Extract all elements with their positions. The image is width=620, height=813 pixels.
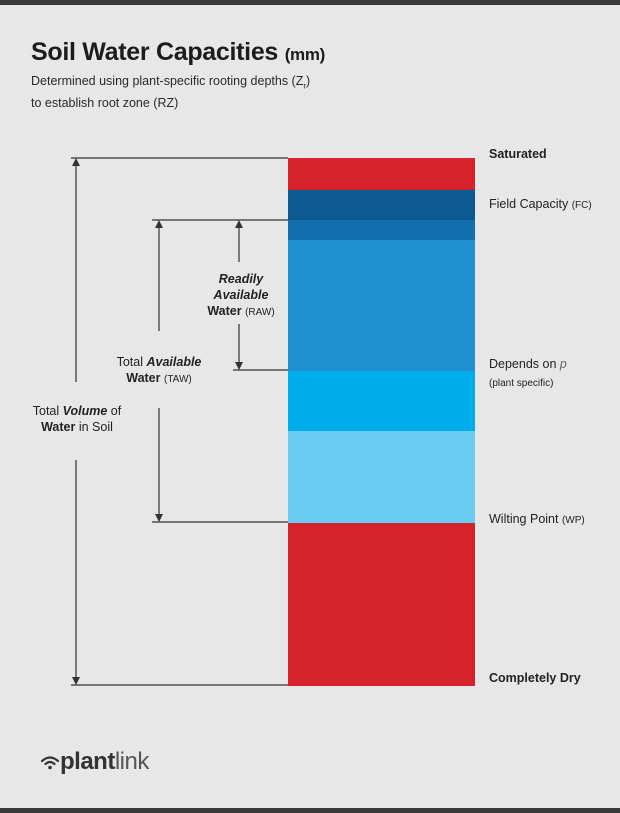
- subtitle-line2: to establish root zone (RZ): [31, 95, 179, 110]
- band-upper-water: [288, 220, 475, 240]
- band-near-wilting: [288, 431, 475, 523]
- band-field-capacity: [288, 190, 475, 220]
- taw-bottom-arrow-icon: [155, 514, 163, 522]
- band-saturated: [288, 158, 475, 190]
- subtitle-line1: Determined using plant-specific rooting …: [31, 74, 304, 88]
- total-volume-top-arrow-icon: [72, 158, 80, 166]
- band-readily-available: [288, 240, 475, 371]
- raw-label: Readily Available Water (RAW): [196, 271, 286, 321]
- label-completely-dry: Completely Dry: [489, 671, 581, 685]
- title-unit: (mm): [284, 45, 326, 64]
- title-main: Soil Water Capacities: [31, 38, 279, 66]
- total-volume-bottom-arrow-icon: [72, 677, 80, 685]
- top-border: [0, 0, 620, 5]
- taw-top-arrow-icon: [155, 220, 163, 228]
- taw-label: Total Available Water (TAW): [104, 354, 214, 388]
- raw-top-arrow-icon: [235, 220, 243, 228]
- band-dry: [288, 523, 475, 686]
- band-lower-available: [288, 371, 475, 431]
- label-wilting-point: Wilting Point (WP): [489, 512, 585, 526]
- bottom-border: [0, 808, 620, 813]
- raw-bottom-arrow-icon: [235, 362, 243, 370]
- subtitle-sub: r: [303, 81, 307, 91]
- wifi-icon: [40, 756, 60, 770]
- page-title: Soil Water Capacities (mm): [31, 38, 325, 67]
- label-depends-on: Depends on p: [489, 357, 567, 371]
- logo-wordmark: plantlink: [60, 748, 149, 775]
- label-saturated: Saturated: [489, 147, 547, 161]
- plantlink-logo: plantlink: [40, 748, 149, 776]
- label-plant-specific: (plant specific): [489, 378, 554, 389]
- label-field-capacity: Field Capacity (FC): [489, 197, 592, 211]
- subtitle-line1-end: ): [306, 74, 311, 88]
- total-volume-label: Total Volume of Water in Soil: [22, 403, 132, 435]
- page-subtitle: Determined using plant-specific rooting …: [31, 73, 310, 111]
